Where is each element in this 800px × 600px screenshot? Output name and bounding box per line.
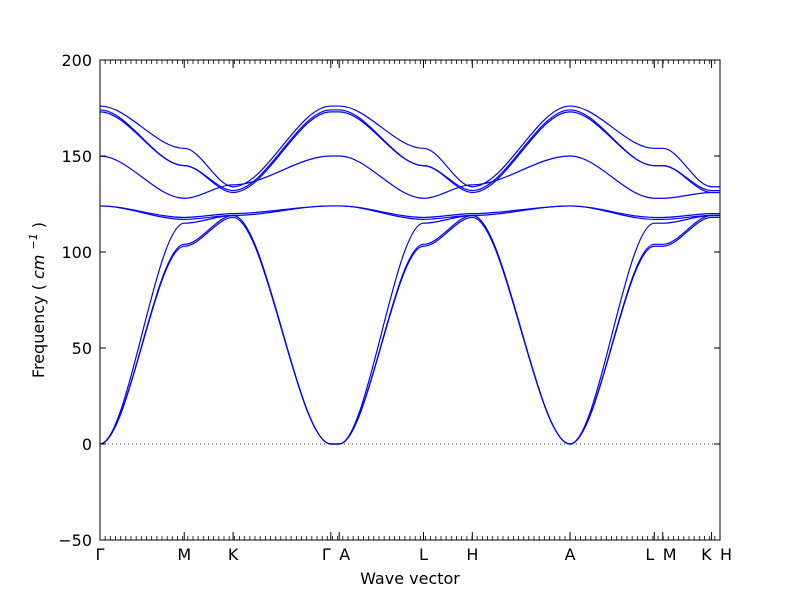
x-tick-label: K	[228, 545, 239, 564]
x-tick-label: M	[663, 545, 677, 564]
phonon-branch-3	[99, 214, 720, 445]
y-axis-title-text: Frequency	[29, 295, 48, 378]
x-tick-label: Γ	[322, 545, 331, 564]
phonon-branch-2	[99, 214, 720, 445]
phonon-branch-8	[99, 109, 720, 192]
phonon-branch-4	[99, 205, 720, 220]
y-axis-title: Frequency ( cm −1 )	[22, 222, 48, 378]
plot-frame	[99, 59, 721, 541]
x-tick-label: M	[177, 545, 191, 564]
x-axis-title: Wave vector	[360, 569, 460, 588]
x-tick-label: A	[565, 545, 576, 564]
y-tick-label: 50	[72, 339, 92, 358]
x-tick-label: L	[645, 545, 654, 564]
x-tick-label: K	[701, 545, 712, 564]
series-layer	[99, 105, 720, 445]
y-axis-title-close-paren: )	[29, 222, 48, 228]
y-tick-label: 200	[61, 51, 92, 70]
y-tick-label: −50	[58, 531, 92, 550]
x-tick-label: Γ	[96, 545, 105, 564]
y-axis-title-unit: cm	[29, 255, 48, 279]
x-tick-label: H	[720, 545, 732, 564]
y-tick-label: 100	[61, 243, 92, 262]
y-axis-title-open-paren: (	[29, 284, 48, 290]
y-tick-label: 0	[82, 435, 92, 454]
phonon-branch-5	[99, 205, 720, 219]
phonon-branch-9	[99, 105, 720, 188]
y-tick-label: 150	[61, 147, 92, 166]
y-axis-title-unit-exponent: −1	[27, 233, 40, 249]
x-tick-label: L	[419, 545, 428, 564]
phonon-branch-6	[99, 155, 720, 199]
x-tick-label: H	[466, 545, 478, 564]
phonon-branch-1	[99, 216, 720, 445]
x-tick-label: A	[339, 545, 350, 564]
